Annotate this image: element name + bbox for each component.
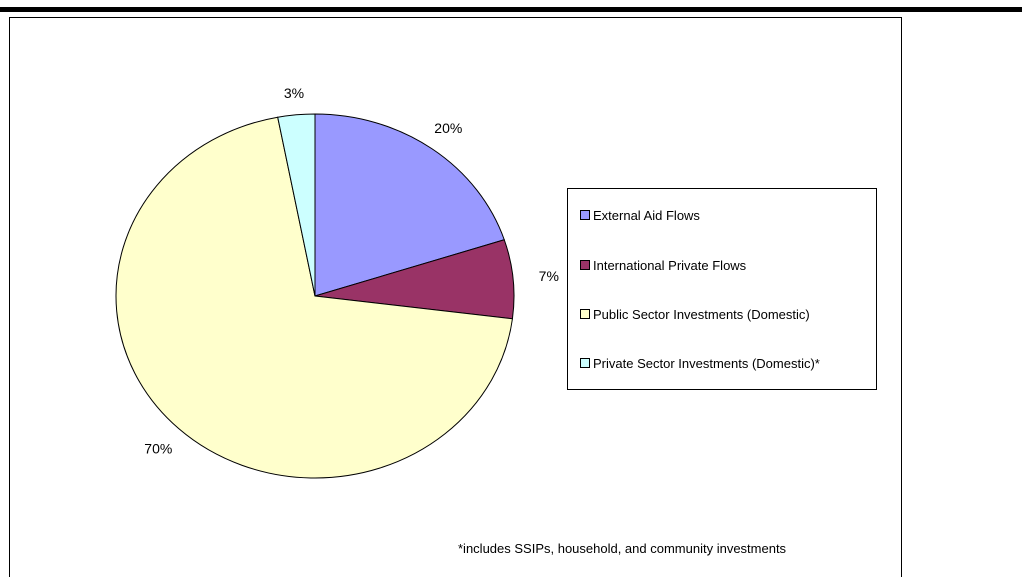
pie-label-international-private: 7% bbox=[539, 268, 559, 284]
legend-label-international-private: International Private Flows bbox=[593, 257, 747, 273]
legend-label-public-sector: Public Sector Investments (Domestic) bbox=[593, 306, 810, 322]
legend-item-external-aid: External Aid Flows bbox=[580, 207, 700, 223]
pie-label-public-sector: 70% bbox=[144, 441, 172, 457]
legend-swatch-external-aid bbox=[580, 210, 590, 220]
legend-swatch-international-private bbox=[580, 260, 590, 270]
pie-slice-private-sector bbox=[277, 113, 316, 297]
legend: External Aid Flows International Private… bbox=[567, 188, 877, 390]
top-rule bbox=[0, 7, 1022, 12]
legend-item-private-sector: Private Sector Investments (Domestic)* bbox=[580, 355, 820, 371]
legend-label-private-sector: Private Sector Investments (Domestic)* bbox=[593, 355, 820, 371]
legend-swatch-public-sector bbox=[580, 309, 590, 319]
pie-label-private-sector: 3% bbox=[284, 85, 304, 101]
legend-swatch-private-sector bbox=[580, 358, 590, 368]
legend-item-international-private: International Private Flows bbox=[580, 257, 746, 273]
pie-slice-external-aid bbox=[314, 113, 505, 297]
footnote: *includes SSIPs, household, and communit… bbox=[458, 541, 787, 556]
chart-frame bbox=[9, 17, 902, 577]
legend-item-public-sector: Public Sector Investments (Domestic) bbox=[580, 306, 810, 322]
pie-slice-public-sector bbox=[115, 116, 513, 479]
pie-label-external-aid: 20% bbox=[434, 120, 462, 136]
legend-label-external-aid: External Aid Flows bbox=[593, 207, 700, 223]
